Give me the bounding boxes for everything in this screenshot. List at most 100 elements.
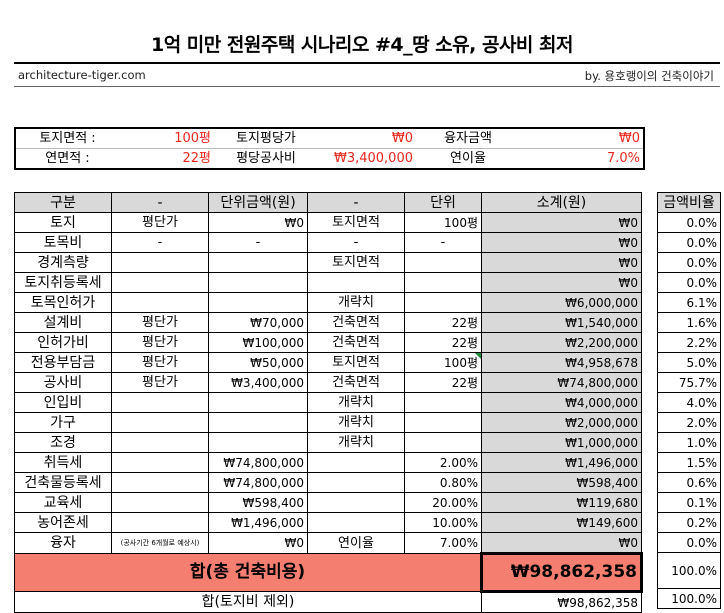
row-area-basis[interactable]: 개략치 <box>307 292 405 313</box>
row-basis[interactable] <box>111 272 209 293</box>
row-basis[interactable] <box>111 392 209 413</box>
row-subtotal[interactable]: ₩1,000,000 <box>481 432 642 453</box>
row-unit[interactable]: 100평 <box>404 352 482 373</box>
row-unit-price[interactable]: ₩74,800,000 <box>208 452 308 473</box>
row-basis[interactable] <box>111 292 209 313</box>
row-area-basis[interactable]: 토지면적 <box>307 252 405 273</box>
ratio-value[interactable]: 0.1% <box>657 492 721 513</box>
row-basis[interactable]: 평단가 <box>111 312 209 333</box>
row-unit[interactable]: 22평 <box>404 372 482 393</box>
row-subtotal[interactable]: ₩4,000,000 <box>481 392 642 413</box>
ratio-value[interactable]: 0.0% <box>657 252 721 273</box>
subtotal-value[interactable]: ₩98,862,358 <box>481 591 642 613</box>
row-unit[interactable] <box>404 292 482 313</box>
ratio-value[interactable]: 75.7% <box>657 372 721 393</box>
row-basis[interactable]: (공사기간 6개월로 예상시) <box>111 532 209 554</box>
row-unit-price[interactable] <box>208 392 308 413</box>
ratio-value[interactable]: 0.2% <box>657 512 721 533</box>
row-subtotal[interactable]: ₩2,000,000 <box>481 412 642 433</box>
land-price-value[interactable]: ₩0 <box>318 127 416 149</box>
row-subtotal[interactable]: ₩0 <box>481 252 642 273</box>
ratio-total[interactable]: 100.0% <box>657 552 721 589</box>
ratio-value[interactable]: 0.0% <box>657 232 721 253</box>
ratio-value[interactable]: 5.0% <box>657 352 721 373</box>
row-subtotal[interactable]: ₩1,496,000 <box>481 452 642 473</box>
row-unit[interactable]: 2.00% <box>404 452 482 473</box>
row-unit-price[interactable]: ₩598,400 <box>208 492 308 513</box>
row-basis[interactable] <box>111 472 209 493</box>
row-area-basis[interactable]: 연이율 <box>307 532 405 554</box>
row-area-basis[interactable]: 개략치 <box>307 412 405 433</box>
row-subtotal[interactable]: ₩149,600 <box>481 512 642 533</box>
row-unit[interactable] <box>404 412 482 433</box>
row-subtotal[interactable]: ₩2,200,000 <box>481 332 642 353</box>
row-unit[interactable] <box>404 392 482 413</box>
ratio-value[interactable]: 0.0% <box>657 212 721 233</box>
row-unit-price[interactable]: - <box>208 232 308 253</box>
row-unit[interactable] <box>404 272 482 293</box>
row-area-basis[interactable]: 건축면적 <box>307 332 405 353</box>
row-basis[interactable] <box>111 512 209 533</box>
row-area-basis[interactable] <box>307 472 405 493</box>
ratio-value[interactable]: 1.6% <box>657 312 721 333</box>
row-unit-price[interactable]: ₩50,000 <box>208 352 308 373</box>
row-unit-price[interactable]: ₩0 <box>208 532 308 554</box>
ratio-value[interactable]: 1.0% <box>657 432 721 453</box>
row-subtotal[interactable]: ₩74,800,000 <box>481 372 642 393</box>
cost-per-pyeong-value[interactable]: ₩3,400,000 <box>318 148 416 169</box>
row-basis[interactable]: 평단가 <box>111 332 209 353</box>
row-unit[interactable] <box>404 252 482 273</box>
row-unit[interactable]: - <box>404 232 482 253</box>
row-unit-price[interactable]: ₩0 <box>208 212 308 233</box>
ratio-value[interactable]: 0.6% <box>657 472 721 493</box>
ratio-value[interactable]: 2.0% <box>657 412 721 433</box>
row-unit-price[interactable]: ₩3,400,000 <box>208 372 308 393</box>
ratio-subtotal[interactable]: 100.0% <box>657 588 721 609</box>
row-subtotal[interactable]: ₩0 <box>481 272 642 293</box>
row-basis[interactable] <box>111 412 209 433</box>
row-unit[interactable]: 22평 <box>404 312 482 333</box>
loan-value[interactable]: ₩0 <box>520 127 644 149</box>
floor-area-value[interactable]: 22평 <box>119 148 214 169</box>
row-area-basis[interactable]: 개략치 <box>307 432 405 453</box>
row-unit-price[interactable]: ₩100,000 <box>208 332 308 353</box>
row-subtotal[interactable]: ₩0 <box>481 532 642 554</box>
row-basis[interactable]: 평단가 <box>111 212 209 233</box>
row-basis[interactable] <box>111 252 209 273</box>
row-basis[interactable] <box>111 452 209 473</box>
ratio-value[interactable]: 1.5% <box>657 452 721 473</box>
row-unit[interactable]: 22평 <box>404 332 482 353</box>
ratio-value[interactable]: 2.2% <box>657 332 721 353</box>
row-unit-price[interactable] <box>208 292 308 313</box>
row-unit-price[interactable] <box>208 432 308 453</box>
row-unit-price[interactable]: ₩70,000 <box>208 312 308 333</box>
row-basis[interactable]: 평단가 <box>111 372 209 393</box>
ratio-value[interactable]: 4.0% <box>657 392 721 413</box>
row-subtotal[interactable]: ₩1,540,000 <box>481 312 642 333</box>
row-subtotal[interactable]: ₩0 <box>481 232 642 253</box>
row-area-basis[interactable]: 개략치 <box>307 392 405 413</box>
row-unit-price[interactable]: ₩74,800,000 <box>208 472 308 493</box>
row-basis[interactable]: 평단가 <box>111 352 209 373</box>
row-basis[interactable] <box>111 432 209 453</box>
row-basis[interactable] <box>111 492 209 513</box>
row-unit[interactable] <box>404 432 482 453</box>
ratio-value[interactable]: 0.0% <box>657 272 721 293</box>
row-unit[interactable]: 100평 <box>404 212 482 233</box>
row-unit[interactable]: 10.00% <box>404 512 482 533</box>
cell-comment-marker[interactable] <box>475 353 481 359</box>
row-unit[interactable]: 20.00% <box>404 492 482 513</box>
row-subtotal[interactable]: ₩598,400 <box>481 472 642 493</box>
row-subtotal[interactable]: ₩4,958,678 <box>481 352 642 373</box>
total-value[interactable]: ₩98,862,358 <box>480 552 643 593</box>
row-unit-price[interactable]: ₩1,496,000 <box>208 512 308 533</box>
row-area-basis[interactable] <box>307 492 405 513</box>
row-unit-price[interactable] <box>208 252 308 273</box>
row-unit-price[interactable] <box>208 272 308 293</box>
row-area-basis[interactable]: - <box>307 232 405 253</box>
row-area-basis[interactable] <box>307 452 405 473</box>
row-area-basis[interactable]: 토지면적 <box>307 212 405 233</box>
row-area-basis[interactable]: 건축면적 <box>307 372 405 393</box>
row-unit[interactable]: 0.80% <box>404 472 482 493</box>
row-area-basis[interactable]: 토지면적 <box>307 352 405 373</box>
